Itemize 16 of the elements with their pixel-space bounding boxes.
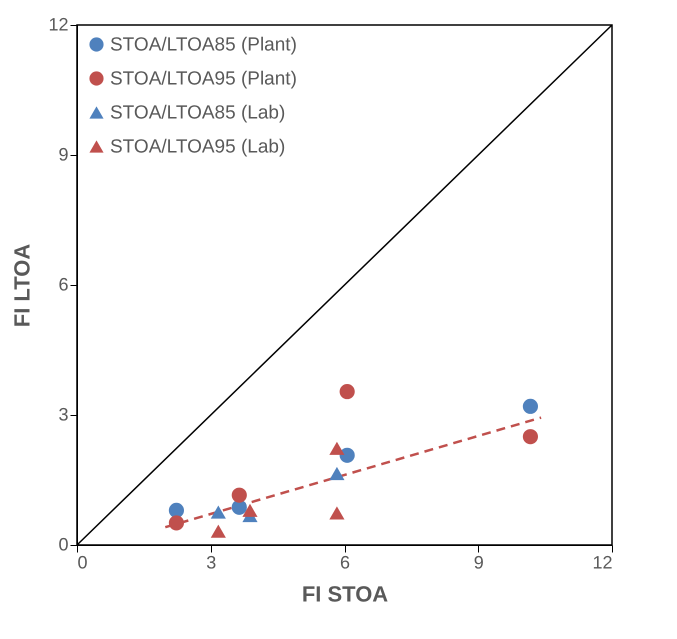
- y-axis-title: FI LTOA: [9, 244, 34, 328]
- y-tick-label: 12: [48, 14, 68, 34]
- legend-label: STOA/LTOA95 (Plant): [110, 68, 297, 90]
- x-tick-label: 12: [592, 552, 612, 572]
- legend-label: STOA/LTOA95 (Lab): [110, 136, 286, 158]
- legend-label: STOA/LTOA85 (Plant): [110, 34, 297, 56]
- y-tick-label: 9: [58, 144, 68, 164]
- x-axis-title: FI STOA: [302, 582, 388, 606]
- x-tick-label: 9: [474, 552, 484, 572]
- y-tick-label: 0: [58, 534, 68, 554]
- x-tick-label: 6: [340, 552, 350, 572]
- y-tick-label: 6: [58, 274, 68, 294]
- x-tick-label: 3: [206, 552, 216, 572]
- y-tick-label: 3: [58, 404, 68, 424]
- legend-label: STOA/LTOA85 (Lab): [110, 102, 286, 124]
- x-tick-label: 0: [78, 552, 88, 572]
